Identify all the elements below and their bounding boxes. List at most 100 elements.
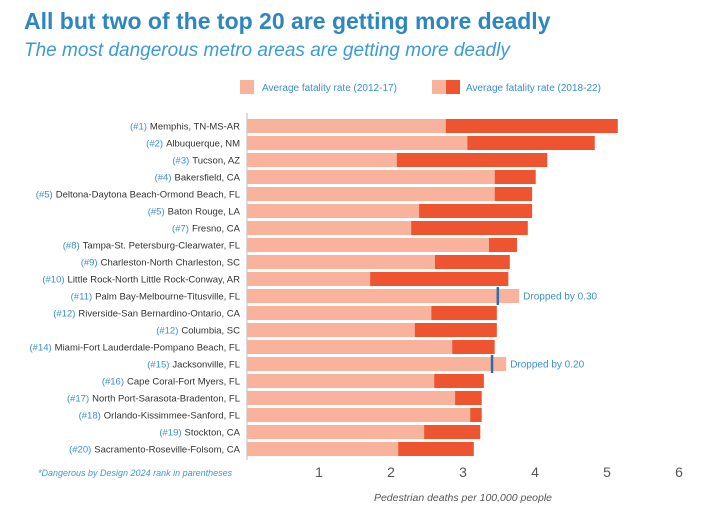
- bar-2012-17: [247, 357, 507, 371]
- bar-2018-22: [494, 187, 533, 201]
- bar-2012-17: [247, 442, 399, 456]
- metro-name: Tucson, AZ: [192, 156, 240, 167]
- bar-2012-17: [247, 136, 468, 150]
- category-label: (#19) Stockton, CA: [159, 428, 240, 439]
- category-label: (#1) Memphis, TN-MS-AR: [130, 122, 240, 133]
- bar-2012-17: [247, 391, 456, 405]
- metro-name: Miami-Fort Lauderdale-Pompano Beach, FL: [55, 343, 240, 354]
- legend-label-early: Average fatality rate (2012-17): [262, 83, 397, 94]
- category-label: (#11) Palm Bay-Melbourne-Titusville, FL: [71, 292, 240, 303]
- category-label: (#3) Tucson, AZ: [172, 156, 240, 167]
- rank-label: (#7): [172, 224, 189, 235]
- x-tick-label: 4: [531, 464, 539, 480]
- bar-2012-17: [247, 374, 435, 388]
- rank-label: (#10): [42, 275, 64, 286]
- metro-name: Orlando-Kissimmee-Sanford, FL: [104, 411, 240, 422]
- bar-2012-17: [247, 170, 495, 184]
- category-label: (#5) Baton Rouge, LA: [148, 207, 241, 218]
- footnote: *Dangerous by Design 2024 rank in parent…: [38, 468, 233, 478]
- legend-swatch-late-base: [432, 80, 446, 94]
- rank-label: (#16): [102, 377, 124, 388]
- category-label: (#2) Albuquerque, NM: [146, 139, 240, 150]
- bar-2018-22: [470, 408, 482, 422]
- bar-2018-22: [370, 272, 509, 286]
- bar-2012-17: [247, 323, 415, 337]
- marker-2018-22: [496, 287, 500, 305]
- metro-name: North Port-Sarasota-Bradenton, FL: [92, 394, 240, 405]
- metro-name: Little Rock-North Little Rock-Conway, AR: [68, 275, 241, 286]
- rank-label: (#18): [79, 411, 101, 422]
- rank-label: (#14): [29, 343, 51, 354]
- bar-2012-17: [247, 187, 495, 201]
- metro-name: Riverside-San Bernardino-Ontario, CA: [78, 309, 240, 320]
- metro-name: Palm Bay-Melbourne-Titusville, FL: [95, 292, 240, 303]
- metro-name: Bakersfield, CA: [175, 173, 241, 184]
- category-label: (#4) Bakersfield, CA: [155, 173, 241, 184]
- category-label: (#8) Tampa-St. Petersburg-Clearwater, FL: [63, 241, 240, 252]
- bar-2018-22: [414, 323, 497, 337]
- bar-2012-17: [247, 408, 471, 422]
- metro-name: Cape Coral-Fort Myers, FL: [127, 377, 240, 388]
- bar-2012-17: [247, 238, 489, 252]
- marker-2018-22: [490, 355, 494, 373]
- bar-2012-17: [247, 204, 420, 218]
- bar-2018-22: [396, 153, 548, 167]
- metro-name: Tampa-St. Petersburg-Clearwater, FL: [83, 241, 240, 252]
- category-label: (#20) Sacramento-Roseville-Folsom, CA: [69, 445, 241, 456]
- category-label: (#10) Little Rock-North Little Rock-Conwa…: [42, 275, 240, 286]
- category-label: (#14) Miami-Fort Lauderdale-Pompano Beach…: [29, 343, 240, 354]
- bar-2012-17: [247, 221, 412, 235]
- bar-2012-17: [247, 340, 453, 354]
- bar-2018-22: [488, 238, 517, 252]
- category-label: (#16) Cape Coral-Fort Myers, FL: [102, 377, 240, 388]
- bar-2012-17: [247, 272, 371, 286]
- chart-title: All but two of the top 20 are getting mo…: [24, 8, 551, 34]
- bar-2018-22: [411, 221, 528, 235]
- rank-label: (#17): [67, 394, 89, 405]
- bar-2012-17: [247, 306, 432, 320]
- legend-swatch-late: [446, 80, 460, 94]
- bar-2018-22: [445, 119, 618, 133]
- rank-label: (#3): [172, 156, 189, 167]
- bar-2012-17: [247, 255, 435, 269]
- category-label: (#12) Riverside-San Bernardino-Ontario, C…: [53, 309, 240, 320]
- rank-label: (#20): [69, 445, 91, 456]
- metro-name: Stockton, CA: [185, 428, 241, 439]
- bar-2018-22: [431, 306, 497, 320]
- metro-name: Charleston-North Charleston, SC: [101, 258, 241, 269]
- legend-label-late: Average fatality rate (2018-22): [466, 83, 601, 94]
- drop-annotation: Dropped by 0.20: [510, 360, 584, 371]
- rank-label: (#12): [53, 309, 75, 320]
- category-label: (#9) Charleston-North Charleston, SC: [81, 258, 240, 269]
- category-label: (#12) Columbia, SC: [156, 326, 240, 337]
- rank-label: (#5): [148, 207, 165, 218]
- bar-2018-22: [424, 425, 481, 439]
- metro-name: Columbia, SC: [181, 326, 240, 337]
- bar-2018-22: [419, 204, 533, 218]
- rank-label: (#4): [155, 173, 172, 184]
- x-axis-label: Pedestrian deaths per 100,000 people: [374, 492, 552, 504]
- bar-2012-17: [247, 289, 520, 303]
- rank-label: (#2): [146, 139, 163, 150]
- x-tick-label: 5: [603, 464, 611, 480]
- metro-name: Fresno, CA: [192, 224, 241, 235]
- bar-2018-22: [452, 340, 495, 354]
- metro-name: Sacramento-Roseville-Folsom, CA: [94, 445, 240, 456]
- category-label: (#5) Deltona-Daytona Beach-Ormond Beach, …: [36, 190, 240, 201]
- x-tick-label: 6: [675, 464, 683, 480]
- bar-2018-22: [398, 442, 474, 456]
- metro-name: Jacksonville, FL: [172, 360, 240, 371]
- bar-2018-22: [434, 374, 484, 388]
- rank-label: (#11): [71, 292, 92, 303]
- x-tick-label: 3: [459, 464, 467, 480]
- metro-name: Albuquerque, NM: [166, 139, 240, 150]
- category-label: (#7) Fresno, CA: [172, 224, 241, 235]
- bar-2018-22: [434, 255, 510, 269]
- drop-annotation: Dropped by 0.30: [523, 292, 597, 303]
- bar-2012-17: [247, 153, 397, 167]
- bar-2012-17: [247, 119, 446, 133]
- category-label: (#17) North Port-Sarasota-Bradenton, FL: [67, 394, 240, 405]
- bar-2018-22: [494, 170, 536, 184]
- rank-label: (#15): [147, 360, 169, 371]
